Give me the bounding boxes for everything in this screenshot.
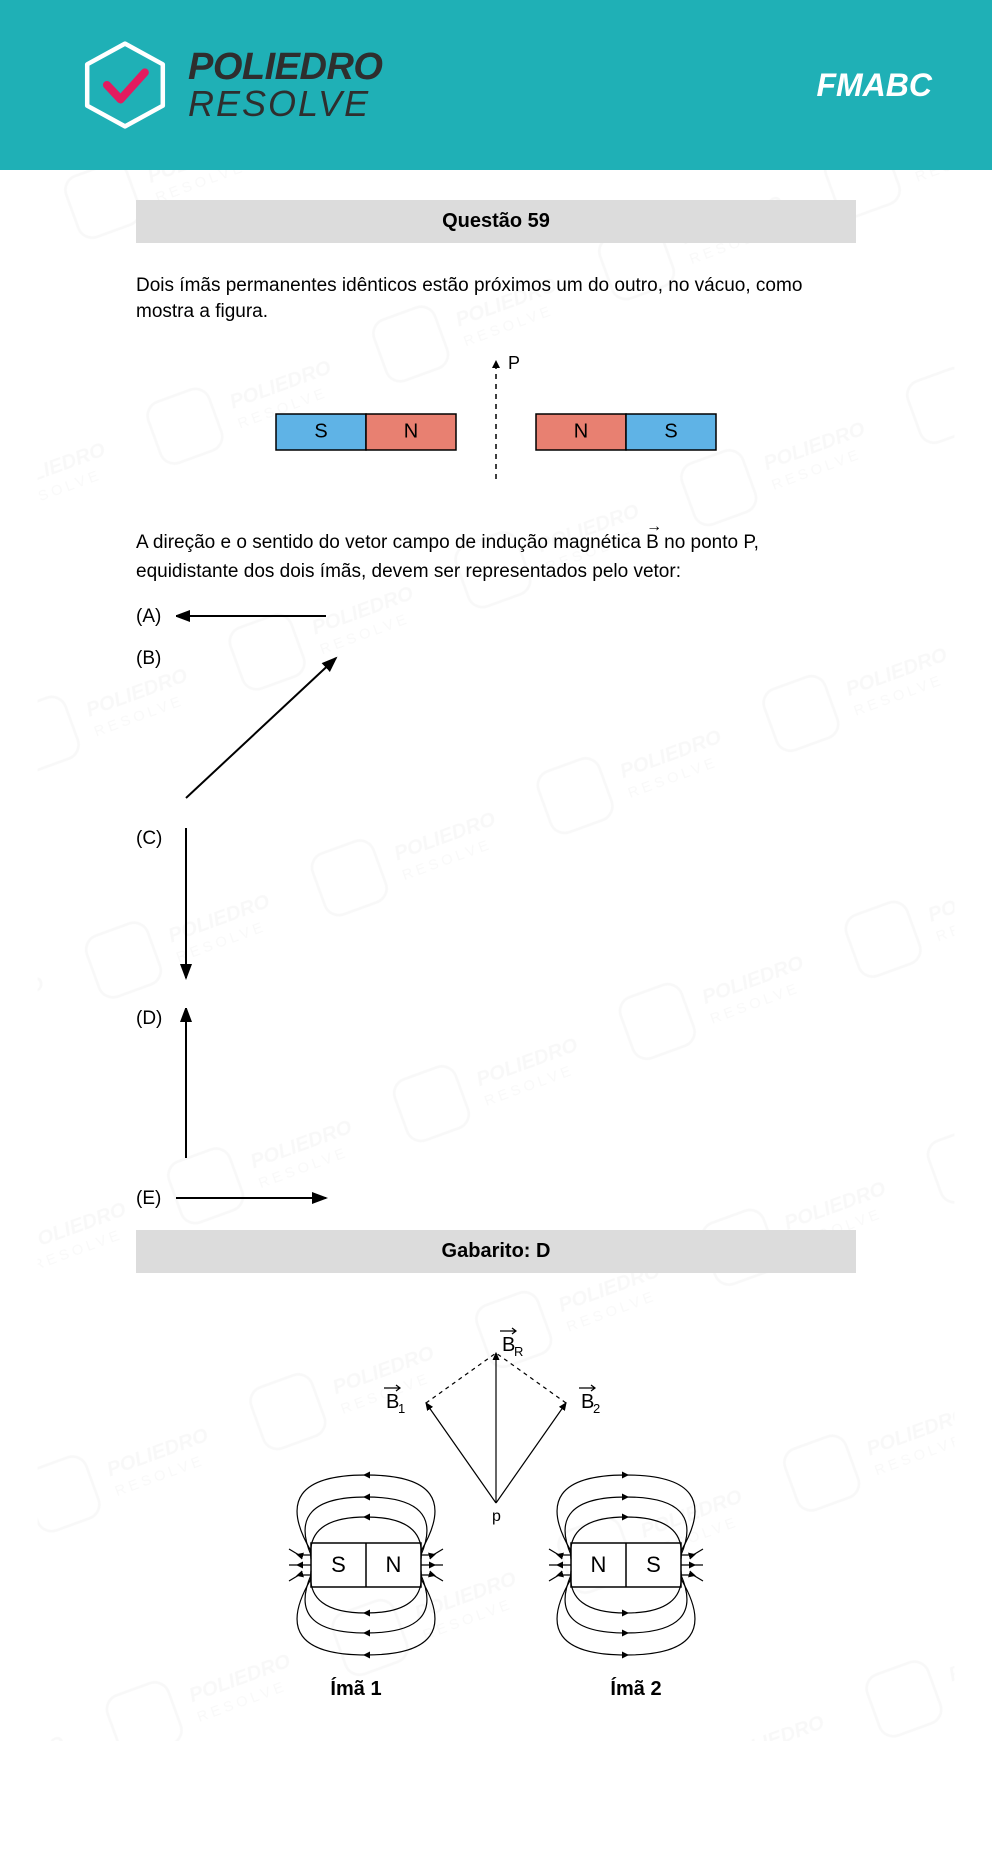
option-D: (D) [136,1008,856,1168]
svg-text:N: N [404,421,418,443]
svg-text:1: 1 [398,1401,405,1416]
vector-B: B [646,529,659,558]
option-E-arrow [176,1188,336,1208]
question-statement-1: Dois ímãs permanentes idênticos estão pr… [136,273,856,324]
magnet2-label: Ímã 2 [610,1678,661,1701]
option-B-label: (B) [136,648,166,670]
svg-text:2: 2 [593,1401,600,1416]
magnet1-label: Ímã 1 [330,1678,381,1701]
svg-text:R: R [514,1344,523,1359]
option-C: (C) [136,828,856,988]
option-A-arrow [176,606,336,626]
logo-line1: POLIEDRO [188,48,382,86]
option-B: (B) [136,648,856,808]
exam-code: FMABC [816,67,932,104]
logo-hexagon-icon [80,40,170,130]
svg-text:S: S [646,1552,661,1577]
option-C-arrow [176,828,196,988]
option-D-label: (D) [136,1008,166,1030]
svg-text:S: S [331,1552,346,1577]
stmt2-pre: A direção e o sentido do vetor campo de … [136,532,646,553]
option-E-label: (E) [136,1188,166,1210]
svg-text:P: P [508,353,520,373]
logo-line2: RESOLVE [188,86,382,122]
svg-text:N: N [386,1552,402,1577]
options-list: (A) (B) (C) (D) (E) [136,606,856,1210]
solution-magnet-labels: Ímã 1 Ímã 2 [216,1678,776,1701]
option-E: (E) [136,1188,856,1210]
option-A: (A) [136,606,856,628]
solution-figure: BRB1B2pSNNS Ímã 1 Ímã 2 [216,1303,776,1701]
svg-text:S: S [314,421,327,443]
answer-header-bar: Gabarito: D [136,1230,856,1273]
svg-text:N: N [591,1552,607,1577]
page-header: POLIEDRO RESOLVE FMABC [0,0,992,170]
logo-text: POLIEDRO RESOLVE [188,48,382,122]
svg-text:S: S [664,421,677,443]
question-figure: S N N S P [216,344,776,499]
option-C-label: (C) [136,828,166,850]
question-statement-2: A direção e o sentido do vetor campo de … [136,529,856,586]
svg-text:N: N [574,421,588,443]
question-header-bar: Questão 59 [136,200,856,243]
option-D-arrow [176,1008,196,1168]
logo-group: POLIEDRO RESOLVE [80,40,382,130]
option-A-label: (A) [136,606,166,628]
content-area: Questão 59 Dois ímãs permanentes idêntic… [136,170,856,1741]
svg-text:p: p [492,1508,501,1525]
option-B-arrow [176,648,346,808]
